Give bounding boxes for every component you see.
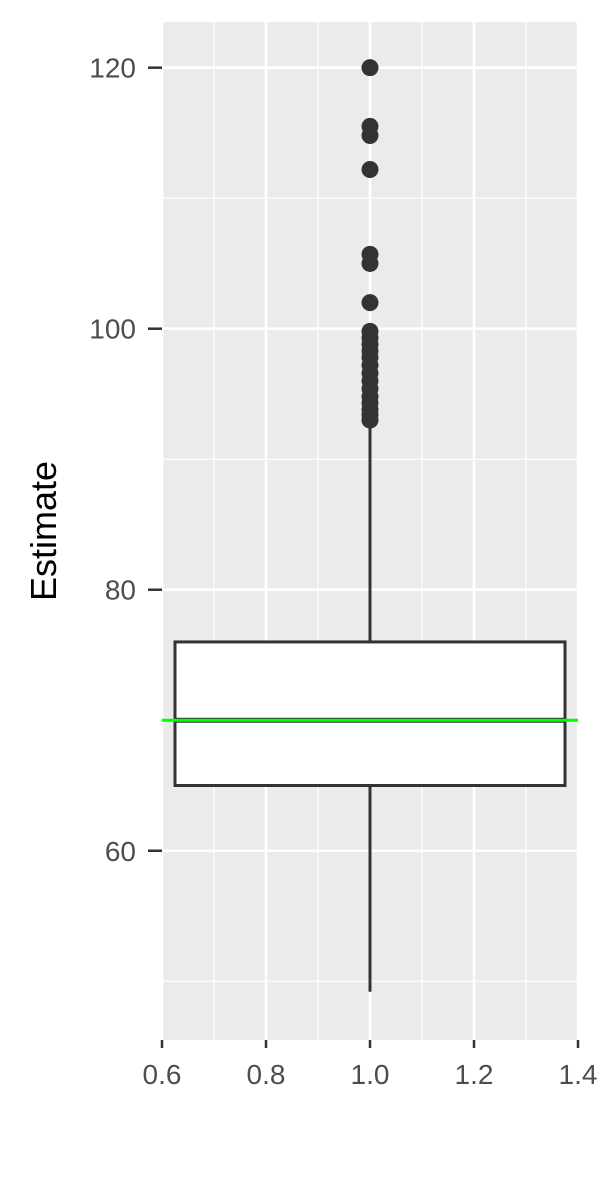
x-tick-label: 1.2	[455, 1059, 494, 1090]
box-iqr	[173, 640, 567, 788]
outlier-layer	[361, 59, 379, 429]
y-tick-label: 100	[89, 314, 136, 345]
x-tick-label: 0.6	[143, 1059, 182, 1090]
y-axis: 60 80 100 120	[89, 53, 162, 867]
outlier-point	[361, 322, 379, 340]
y-tick-label: 80	[105, 575, 136, 606]
y-tick-label: 60	[105, 836, 136, 867]
x-tick-label: 0.8	[247, 1059, 286, 1090]
outlier-point	[361, 160, 379, 178]
y-axis-title: Estimate	[23, 461, 64, 601]
outlier-point	[361, 294, 379, 312]
outlier-point	[361, 117, 379, 135]
outlier-point	[361, 59, 379, 77]
box-layer	[173, 422, 567, 992]
y-tick-label: 120	[89, 53, 136, 84]
outlier-point	[361, 245, 379, 263]
x-tick-label: 1.4	[559, 1059, 598, 1090]
x-axis: 0.6 0.8 1.0 1.2 1.4	[143, 1040, 598, 1090]
grid-minor	[162, 22, 578, 1040]
x-tick-label: 1.0	[351, 1059, 390, 1090]
